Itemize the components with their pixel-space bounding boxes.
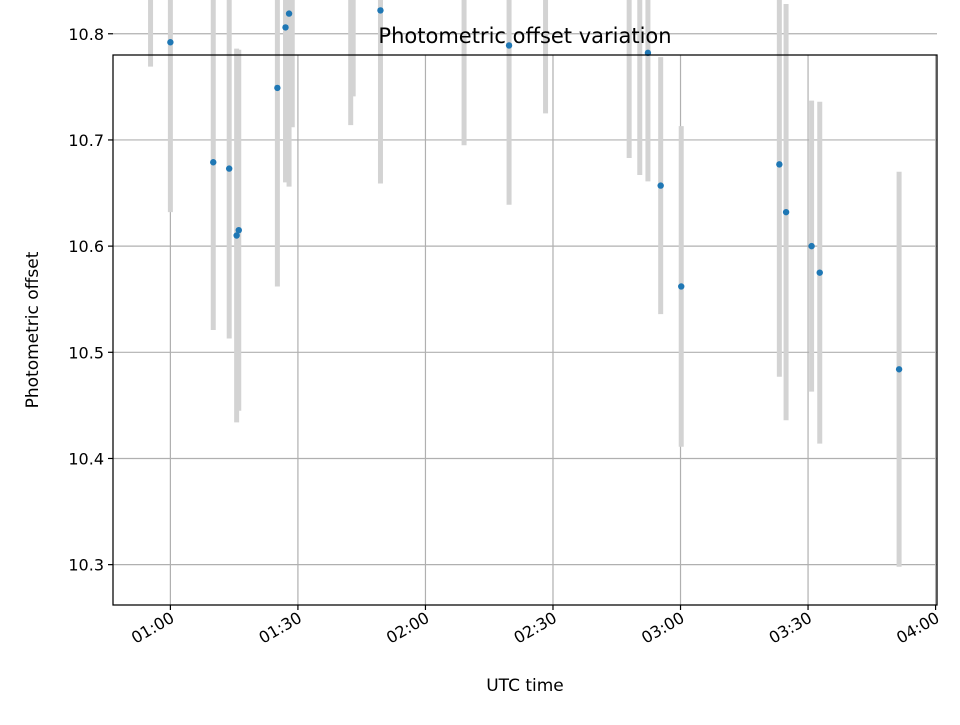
data-point [274, 84, 281, 92]
data-point [776, 161, 783, 168]
data-point [808, 242, 815, 250]
y-tick-label: 10.7 [68, 131, 104, 150]
y-tick-label: 10.4 [68, 449, 104, 468]
data-points [167, 7, 903, 373]
data-point [233, 232, 240, 239]
y-tick-label: 10.3 [68, 556, 104, 575]
data-point [816, 269, 823, 276]
data-point [285, 10, 293, 17]
data-point [167, 39, 174, 46]
x-axis-label: UTC time [486, 676, 564, 696]
y-axis-label: Photometric offset [23, 251, 43, 408]
data-point [657, 182, 664, 189]
data-point [505, 42, 513, 49]
y-tick-label: 10.6 [68, 237, 104, 256]
plot-frame [112, 54, 938, 606]
chart-title: Photometric offset variation [378, 24, 671, 48]
data-point [235, 226, 242, 234]
data-point [225, 165, 233, 172]
y-tick-label: 10.8 [68, 25, 104, 44]
data-point [895, 366, 903, 373]
y-tick-label: 10.5 [68, 343, 104, 362]
data-point [782, 208, 790, 216]
data-point [210, 159, 217, 166]
data-point [377, 7, 384, 14]
data-point [678, 283, 685, 290]
data-point [282, 24, 289, 31]
